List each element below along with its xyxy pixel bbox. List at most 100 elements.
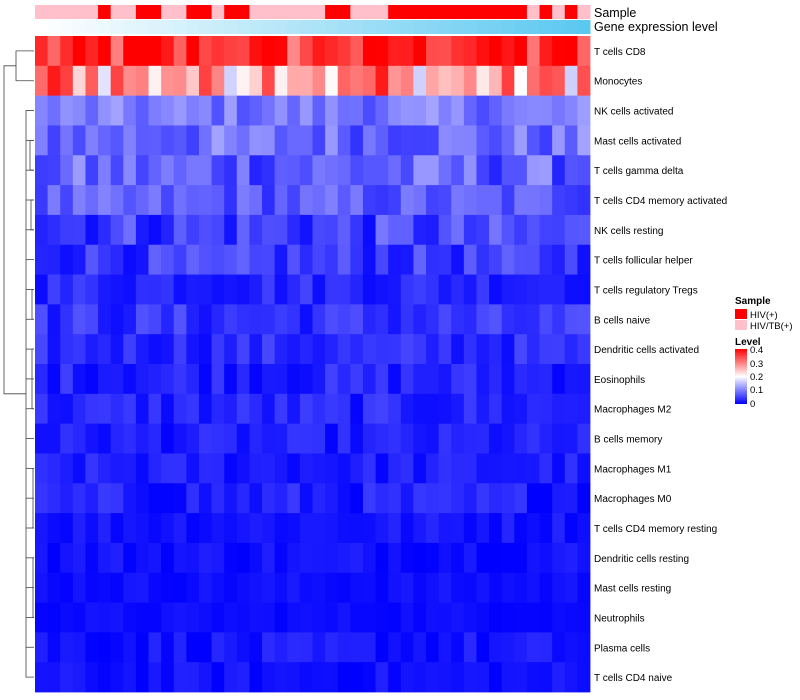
heatmap-cell	[489, 334, 503, 365]
heatmap-cell	[400, 483, 414, 514]
heatmap-cell	[236, 572, 250, 603]
heatmap-cell	[35, 95, 49, 126]
heatmap-cell	[438, 274, 452, 305]
heatmap-cell	[463, 364, 477, 395]
heatmap-cell	[274, 334, 288, 365]
heatmap-cell	[299, 423, 313, 454]
heatmap-cell	[350, 453, 364, 484]
heatmap-cell	[514, 662, 528, 693]
heatmap-cell	[350, 65, 364, 97]
heatmap-cell	[35, 364, 49, 395]
heatmap-cell	[287, 304, 301, 335]
heatmap-cell	[148, 36, 162, 67]
heatmap-cell	[224, 423, 238, 454]
heatmap-cell	[552, 453, 566, 484]
heatmap-cell	[489, 453, 503, 484]
heatmap-cell	[388, 65, 402, 97]
heatmap-cell	[47, 632, 61, 663]
heatmap-cell	[161, 95, 175, 126]
heatmap-cell	[47, 125, 61, 156]
expression-annotation-cell	[249, 20, 263, 34]
heatmap-cell	[236, 364, 250, 395]
heatmap-cell	[173, 304, 187, 335]
heatmap-cell	[173, 393, 187, 425]
heatmap-cell	[47, 304, 61, 335]
heatmap-cell	[438, 304, 452, 335]
heatmap-cell	[400, 334, 414, 365]
heatmap-cell	[564, 542, 578, 574]
heatmap-cell	[539, 542, 553, 574]
heatmap-cell	[262, 155, 276, 186]
heatmap-cell	[362, 155, 376, 186]
heatmap-cell	[438, 513, 452, 544]
heatmap-cell	[148, 214, 162, 246]
heatmap-cell	[161, 364, 175, 395]
heatmap-cell	[35, 36, 49, 67]
heatmap-cell	[476, 244, 490, 275]
heatmap-cell	[47, 155, 61, 186]
heatmap-cell	[564, 334, 578, 365]
heatmap-cell	[161, 125, 175, 156]
heatmap-cell	[72, 364, 86, 395]
heatmap-cell	[123, 125, 137, 156]
dendrogram-branch	[15, 50, 34, 82]
heatmap-cell	[350, 393, 364, 425]
heatmap-cell	[400, 632, 414, 663]
heatmap-cell	[413, 662, 427, 693]
heatmap-cell	[501, 36, 515, 67]
heatmap-cell	[325, 334, 339, 365]
dendrogram-branch	[30, 199, 34, 231]
heatmap-cell	[135, 602, 149, 633]
level-tick-0: 0.4	[750, 345, 763, 356]
heatmap-cell	[224, 662, 238, 693]
heatmap-cell	[47, 95, 61, 126]
expression-annotation-cell	[173, 20, 187, 34]
heatmap-cell	[400, 423, 414, 454]
heatmap-cell	[85, 244, 99, 275]
heatmap-cell	[451, 214, 465, 246]
expression-annotation-cell	[312, 20, 326, 34]
heatmap-cell	[72, 304, 86, 335]
heatmap-cell	[148, 364, 162, 395]
heatmap-cell	[72, 244, 86, 275]
heatmap-cell	[552, 125, 566, 156]
heatmap-cell	[426, 453, 440, 484]
heatmap-cell	[526, 214, 540, 246]
heatmap-cell	[501, 483, 515, 514]
heatmap-cell	[539, 155, 553, 186]
heatmap-cell	[451, 572, 465, 603]
row-label: NK cells resting	[594, 226, 663, 237]
heatmap-cell	[173, 214, 187, 246]
heatmap-cell	[287, 125, 301, 156]
expression-annotation-cell	[135, 20, 150, 34]
heatmap-cell	[325, 542, 339, 574]
heatmap-cell	[98, 602, 112, 633]
heatmap-cell	[375, 36, 389, 67]
sample-annotation-cell	[35, 5, 49, 19]
heatmap-cell	[60, 95, 74, 126]
sample-annotation-cell	[198, 5, 213, 19]
heatmap-cell	[489, 95, 503, 126]
heatmap-cell	[123, 36, 137, 67]
heatmap-cell	[564, 214, 578, 246]
heatmap-cell	[135, 453, 149, 484]
heatmap-cell	[539, 662, 553, 693]
heatmap-cell	[564, 572, 578, 603]
heatmap-cell	[337, 155, 351, 186]
heatmap-cell	[476, 602, 490, 633]
heatmap-cell	[388, 214, 402, 246]
heatmap-cell	[501, 393, 515, 425]
heatmap-cell	[350, 185, 364, 216]
heatmap-cell	[413, 274, 427, 305]
heatmap-cell	[47, 36, 61, 67]
heatmap-cell	[552, 185, 566, 216]
heatmap-cell	[325, 364, 339, 395]
heatmap-cell	[388, 662, 402, 693]
heatmap-cell	[413, 244, 427, 275]
heatmap-cell	[526, 36, 540, 67]
heatmap-cell	[312, 185, 326, 216]
heatmap-cell	[375, 274, 389, 305]
heatmap-cell	[552, 513, 566, 544]
sample-annotation-cell	[249, 5, 263, 19]
heatmap-cell	[98, 542, 112, 574]
